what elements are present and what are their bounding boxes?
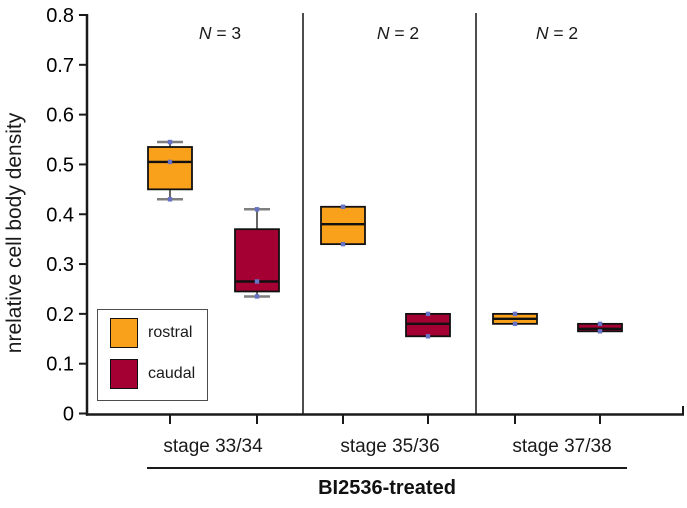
- legend: rostral caudal: [97, 309, 208, 401]
- x-tick-label-stage-37-38: stage 37/38: [512, 436, 612, 457]
- chart-title: BI2536-treated: [318, 477, 456, 499]
- n-annotation-group-1: N = 3: [199, 23, 241, 44]
- legend-item-rostral: rostral: [110, 318, 207, 348]
- y-axis-label: nrelative cell body density: [3, 112, 26, 354]
- rostral-color-swatch: [110, 318, 138, 348]
- legend-label-rostral: rostral: [148, 324, 193, 341]
- data-point-marker: [425, 311, 431, 317]
- data-point-marker: [254, 294, 260, 299]
- caudal-color-swatch: [110, 359, 138, 389]
- y-tick-label: 0.8: [46, 5, 74, 27]
- data-point-marker: [512, 321, 518, 327]
- n-value: = 3: [211, 23, 242, 43]
- data-point-marker: [425, 334, 431, 339]
- y-tick-label: 0.4: [46, 204, 74, 226]
- y-tick-label: 0.5: [46, 154, 74, 176]
- n-symbol: N: [376, 23, 390, 43]
- legend-item-caudal: caudal: [110, 359, 207, 389]
- n-symbol: N: [535, 23, 549, 43]
- n-value: = 2: [389, 23, 420, 43]
- x-tick-label-stage-33-34: stage 33/34: [163, 436, 263, 457]
- title-underline: [147, 467, 627, 469]
- data-point-marker: [597, 321, 603, 327]
- box-caudal: [405, 312, 451, 338]
- data-point-marker: [340, 241, 346, 247]
- n-symbol: N: [198, 23, 212, 43]
- n-value: = 2: [548, 23, 579, 43]
- n-annotation-group-3: N = 2: [536, 23, 578, 44]
- data-point-marker: [167, 139, 173, 145]
- data-point-marker: [254, 207, 260, 212]
- box-rostral: [147, 146, 193, 191]
- y-tick-label: 0: [63, 404, 74, 426]
- data-point-marker: [340, 204, 346, 209]
- data-point-marker: [254, 279, 260, 284]
- x-tick-label-stage-35-36: stage 35/36: [340, 436, 440, 457]
- y-tick-label: 0.7: [46, 55, 74, 77]
- data-point-marker: [167, 159, 173, 165]
- y-tick-label: 0.2: [46, 304, 74, 326]
- y-tick-label: 0.3: [46, 254, 74, 276]
- box-rostral: [320, 205, 366, 246]
- data-point-marker: [167, 197, 173, 202]
- y-tick-label: 0.1: [46, 354, 74, 376]
- y-tick-label: 0.6: [46, 105, 74, 127]
- legend-label-caudal: caudal: [148, 365, 196, 382]
- data-point-marker: [512, 311, 518, 317]
- data-point-marker: [597, 329, 603, 334]
- n-annotation-group-2: N = 2: [377, 23, 419, 44]
